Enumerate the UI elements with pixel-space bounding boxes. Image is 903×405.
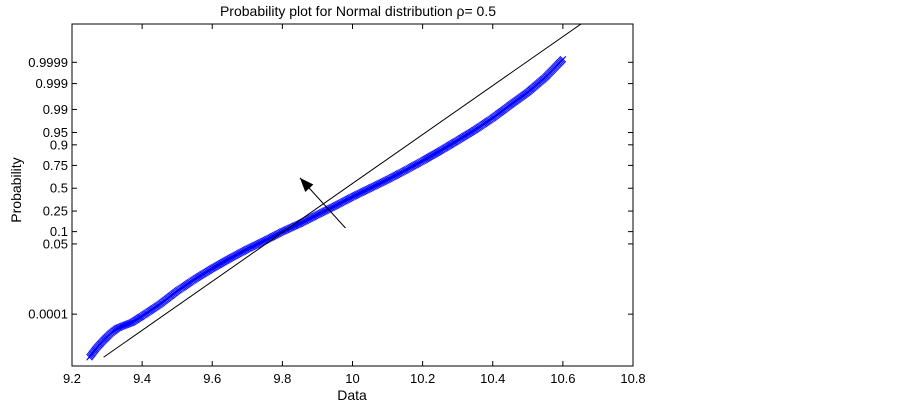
data-point-stroke xyxy=(559,55,567,63)
data-point-stroke xyxy=(124,320,132,328)
x-axis-ticks: 9.2 9.4 9.6 9.8 10 10.2 10.4 10.6 10.8 xyxy=(63,24,646,386)
x-tick-label: 10.8 xyxy=(620,371,645,386)
annotation-arrow-layer xyxy=(299,177,346,229)
x-tick-label: 10.2 xyxy=(410,371,435,386)
x-tick-label: 9.6 xyxy=(203,371,221,386)
x-axis-label: Data xyxy=(337,387,367,403)
data-point xyxy=(122,321,130,329)
y-tick-label: 0.95 xyxy=(43,125,68,140)
x-tick-label: 10.6 xyxy=(550,371,575,386)
x-tick-label: 10.4 xyxy=(480,371,505,386)
data-point-stroke xyxy=(125,320,133,327)
data-point-stroke xyxy=(122,321,130,329)
reference-line xyxy=(103,24,582,358)
y-tick-label: 0.9999 xyxy=(28,55,68,70)
chart-title: Probability plot for Normal distribution… xyxy=(220,3,496,19)
y-tick-label: 0.05 xyxy=(43,236,68,251)
data-point xyxy=(121,321,128,329)
x-tick-label: 10 xyxy=(345,371,359,386)
data-point-stroke xyxy=(121,321,128,329)
x-tick-label: 9.4 xyxy=(133,371,151,386)
y-tick-label: 0.0001 xyxy=(28,307,68,322)
y-tick-label: 0.9 xyxy=(50,137,68,152)
series-markers xyxy=(86,55,567,361)
data-point xyxy=(124,320,132,328)
y-tick-label: 0.1 xyxy=(50,224,68,239)
y-axis-ticks: 0.0001 0.050.1 0.25 0.5 0.75 0.90.95 0.99 0.999… xyxy=(28,55,633,322)
data-point-stroke xyxy=(123,321,131,328)
y-tick-label: 0.999 xyxy=(35,76,68,91)
y-tick-label: 0.75 xyxy=(43,158,68,173)
y-tick-label: 0.5 xyxy=(50,181,68,196)
x-tick-label: 9.2 xyxy=(63,371,81,386)
y-tick-label: 0.99 xyxy=(43,102,68,117)
reference-line-layer xyxy=(103,24,582,358)
annotation-arrow-head xyxy=(299,177,314,192)
y-tick-label: 0.25 xyxy=(43,204,68,219)
y-axis-label: Probability xyxy=(8,157,24,222)
data-series xyxy=(86,55,567,361)
x-tick-label: 9.8 xyxy=(273,371,291,386)
data-point xyxy=(559,55,567,63)
data-point xyxy=(125,320,133,327)
data-point xyxy=(123,321,131,328)
